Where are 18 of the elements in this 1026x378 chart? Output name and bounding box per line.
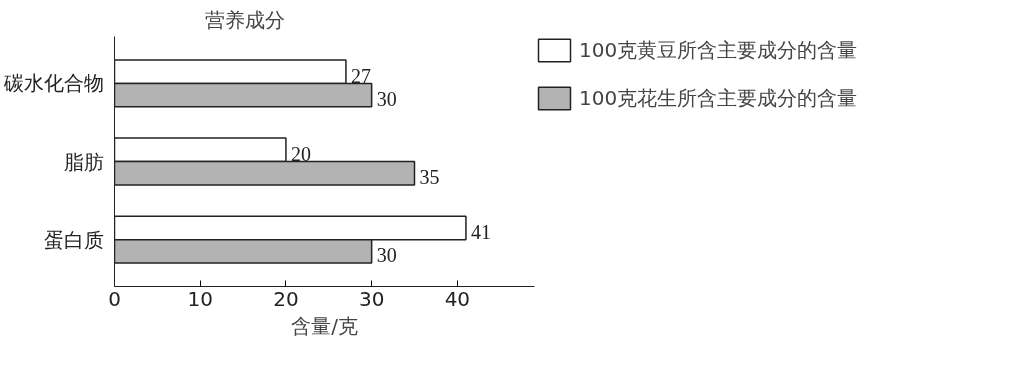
y-tick-label: 脂肪 xyxy=(63,149,104,174)
x-tick-label: 0 xyxy=(108,286,121,311)
data-label: 30 xyxy=(376,244,397,267)
data-label: 35 xyxy=(419,166,440,189)
x-tick-label: 10 xyxy=(187,286,213,311)
x-tick-label: 20 xyxy=(273,286,299,311)
y-tick-label: 蛋白质 xyxy=(43,227,104,252)
x-axis-title: 含量/克 xyxy=(291,313,358,338)
data-label: 30 xyxy=(376,88,397,111)
legend-label: 100克花生所含主要成分的含量 xyxy=(579,84,858,112)
x-tick-label: 40 xyxy=(444,286,471,311)
legend-label: 100克黄豆所含主要成分的含量 xyxy=(579,36,858,64)
data-label: 27 xyxy=(350,64,371,87)
x-tick-label: 30 xyxy=(358,286,385,311)
data-label: 20 xyxy=(290,142,311,165)
y-axis-title: 营养成分 xyxy=(204,7,285,32)
y-tick-label: 碳水化合物 xyxy=(2,71,104,96)
data-label: 41 xyxy=(470,220,491,243)
